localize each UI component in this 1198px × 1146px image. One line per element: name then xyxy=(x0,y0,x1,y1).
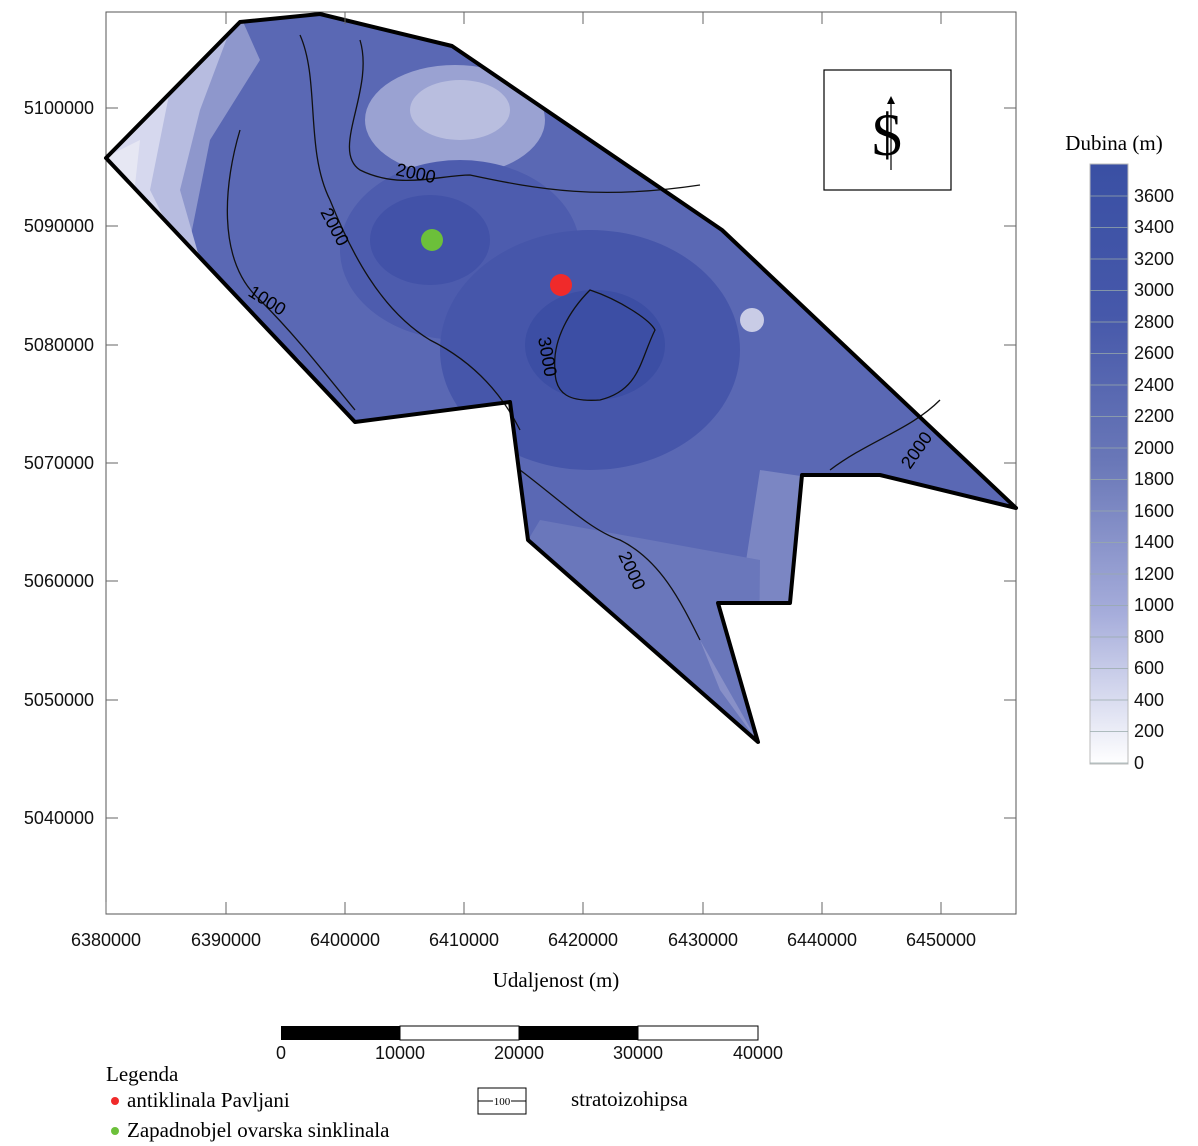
x-axis-ticks: 6380000 6390000 6400000 6410000 6420000 … xyxy=(71,930,976,950)
colorbar-label: 1200 xyxy=(1134,564,1174,584)
colorbar-label: 400 xyxy=(1134,690,1164,710)
colorbar-label: 600 xyxy=(1134,658,1164,678)
x-tick-label: 6390000 xyxy=(191,930,261,950)
legend-line-label: stratoizohipsa xyxy=(571,1087,688,1111)
colorbar-label: 3200 xyxy=(1134,249,1174,269)
x-axis-label: Udaljenost (m) xyxy=(493,968,620,992)
legend-title: Legenda xyxy=(106,1062,179,1086)
north-arrow-icon: $ xyxy=(872,102,902,168)
scale-label: 0 xyxy=(276,1043,286,1063)
colorbar-labels: 3600 3400 3200 3000 2800 2600 2400 2200 … xyxy=(1134,186,1174,773)
colorbar-label: 2800 xyxy=(1134,312,1174,332)
colorbar-label: 1000 xyxy=(1134,595,1174,615)
syncline-marker xyxy=(421,229,443,251)
scale-label: 40000 xyxy=(733,1043,783,1063)
colorbar-label: 1800 xyxy=(1134,469,1174,489)
y-tick-label: 5040000 xyxy=(24,808,94,828)
colorbar-label: 200 xyxy=(1134,721,1164,741)
y-tick-label: 5090000 xyxy=(24,216,94,236)
study-area-outline xyxy=(104,12,1018,744)
y-tick-label: 5080000 xyxy=(24,335,94,355)
colorbar-label: 0 xyxy=(1134,753,1144,773)
scale-label: 30000 xyxy=(613,1043,663,1063)
y-axis-ticks: 5100000 5090000 5080000 5070000 5060000 … xyxy=(24,98,94,828)
green-dot-icon xyxy=(111,1126,119,1135)
y-tick-label: 5100000 xyxy=(24,98,94,118)
x-tick-label: 6410000 xyxy=(429,930,499,950)
colorbar-label: 1400 xyxy=(1134,532,1174,552)
y-tick-label: 5070000 xyxy=(24,453,94,473)
colorbar-label: 2000 xyxy=(1134,438,1174,458)
colorbar-label: 3600 xyxy=(1134,186,1174,206)
colorbar-title: Dubina (m) xyxy=(1065,131,1162,155)
legend-item-label: antiklinala Pavljani xyxy=(127,1088,290,1112)
colorbar-label: 1600 xyxy=(1134,501,1174,521)
colorbar xyxy=(1089,163,1129,765)
contour-lines xyxy=(226,34,941,641)
x-tick-label: 6440000 xyxy=(787,930,857,950)
legend-line-sample: 100 xyxy=(477,1087,527,1115)
legend-item-syncline: Zapadnobjel ovarska sinklinala xyxy=(111,1118,389,1143)
contour-label-group: 2000 2000 1000 3000 2000 2000 xyxy=(245,159,936,593)
x-tick-label: 6450000 xyxy=(906,930,976,950)
x-tick-label: 6380000 xyxy=(71,930,141,950)
colorbar-label: 2200 xyxy=(1134,406,1174,426)
colorbar-label: 800 xyxy=(1134,627,1164,647)
scale-bar: 0 10000 20000 30000 40000 xyxy=(276,1025,783,1063)
x-tick-label: 6430000 xyxy=(668,930,738,950)
colorbar-label: 2400 xyxy=(1134,375,1174,395)
scale-label: 20000 xyxy=(494,1043,544,1063)
legend-item-anticline: antiklinala Pavljani xyxy=(111,1088,290,1113)
x-tick-label: 6400000 xyxy=(310,930,380,950)
svg-text:100: 100 xyxy=(494,1096,511,1108)
scale-label: 10000 xyxy=(375,1043,425,1063)
y-tick-label: 5060000 xyxy=(24,571,94,591)
colorbar-label: 2600 xyxy=(1134,343,1174,363)
legend-item-label: Zapadnobjel ovarska sinklinala xyxy=(127,1118,390,1142)
x-tick-label: 6420000 xyxy=(548,930,618,950)
red-dot-icon xyxy=(111,1096,119,1105)
north-arrow-box xyxy=(823,69,952,191)
colorbar-label: 3400 xyxy=(1134,217,1174,237)
colorbar-label: 3000 xyxy=(1134,280,1174,300)
anticline-marker xyxy=(550,274,572,296)
y-tick-label: 5050000 xyxy=(24,690,94,710)
